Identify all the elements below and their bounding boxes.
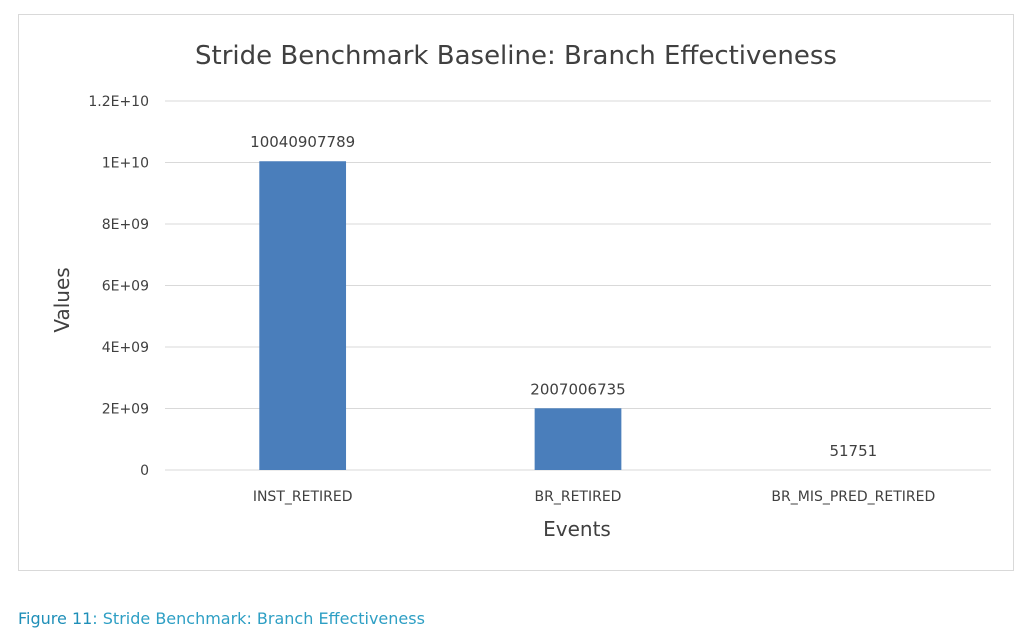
x-tick-label: BR_MIS_PRED_RETIRED	[771, 489, 935, 505]
x-axis-ticks: INST_RETIRED BR_RETIRED BR_MIS_PRED_RETIRE…	[253, 489, 935, 505]
bars	[259, 161, 897, 471]
y-tick-label: 6E+09	[102, 279, 149, 295]
data-label: 51751	[829, 442, 877, 460]
y-axis-ticks: 0 2E+09 4E+09 6E+09 8E+09 1E+10 1.2E+10	[88, 94, 149, 479]
figure-caption-label: Figure 11	[18, 609, 93, 628]
chart-title: Stride Benchmark Baseline: Branch Effect…	[195, 41, 837, 71]
y-tick-label: 4E+09	[102, 340, 149, 356]
figure-caption-text: : Stride Benchmark: Branch Effectiveness	[92, 609, 425, 628]
data-label: 10040907789	[250, 133, 355, 151]
chart-frame: Stride Benchmark Baseline: Branch Effect…	[18, 14, 1014, 571]
y-tick-label: 0	[140, 463, 149, 479]
y-tick-label: 1.2E+10	[88, 94, 149, 110]
figure-caption: Figure 11: Stride Benchmark: Branch Effe…	[18, 609, 425, 628]
data-labels: 10040907789 2007006735 51751	[250, 133, 877, 460]
y-tick-label: 2E+09	[102, 402, 149, 418]
x-axis-title: Events	[543, 517, 611, 541]
bar-chart: Stride Benchmark Baseline: Branch Effect…	[50, 41, 991, 541]
y-tick-label: 8E+09	[102, 217, 149, 233]
bar-br-retired	[534, 408, 622, 470]
y-tick-label: 1E+10	[102, 156, 149, 172]
x-tick-label: BR_RETIRED	[535, 489, 622, 505]
y-axis-title: Values	[50, 267, 74, 332]
x-tick-label: INST_RETIRED	[253, 489, 353, 505]
data-label: 2007006735	[530, 380, 625, 398]
bar-inst-retired	[259, 161, 347, 471]
